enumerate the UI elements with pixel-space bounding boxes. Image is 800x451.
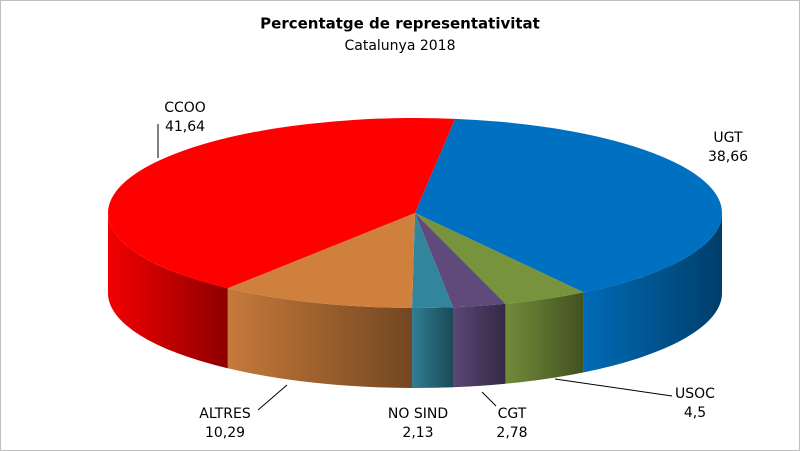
leader-line — [257, 384, 288, 411]
slice-side-shade — [412, 307, 454, 389]
category-label: NO SIND — [388, 406, 448, 422]
slice-side-shade — [505, 292, 584, 384]
value-label: 4,5 — [684, 405, 706, 421]
leader-line — [554, 378, 673, 397]
slice — [227, 213, 415, 308]
pie-tops — [107, 117, 722, 309]
value-label: 41,64 — [165, 119, 205, 135]
category-label: ALTRES — [199, 406, 251, 422]
value-label: 2,13 — [402, 425, 433, 441]
category-label: USOC — [675, 386, 715, 402]
chart-title: Percentatge de representativitat — [260, 15, 540, 33]
value-label: 38,66 — [708, 149, 748, 165]
slice-side-shade — [227, 288, 413, 388]
slice-side-shade — [453, 303, 506, 388]
category-label: CGT — [498, 406, 527, 422]
slice — [415, 118, 722, 293]
leader-line — [481, 391, 497, 407]
slice — [415, 213, 584, 304]
category-label: CCOO — [164, 100, 206, 116]
category-label: UGT — [713, 130, 743, 146]
labels: UGT 38,66 USOC 4,5 CGT 2,78 NO SIND 2,13 ALTRES 1… — [157, 100, 748, 441]
slice-side-shade — [108, 213, 228, 369]
slice-side-shade — [583, 213, 722, 373]
chart-subtitle: Catalunya 2018 — [344, 38, 455, 54]
slice — [107, 117, 456, 289]
value-label: 2,78 — [496, 425, 527, 441]
slice — [412, 213, 454, 309]
pie-sides — [108, 213, 722, 389]
value-label: 10,29 — [205, 425, 245, 441]
slice — [415, 213, 506, 308]
